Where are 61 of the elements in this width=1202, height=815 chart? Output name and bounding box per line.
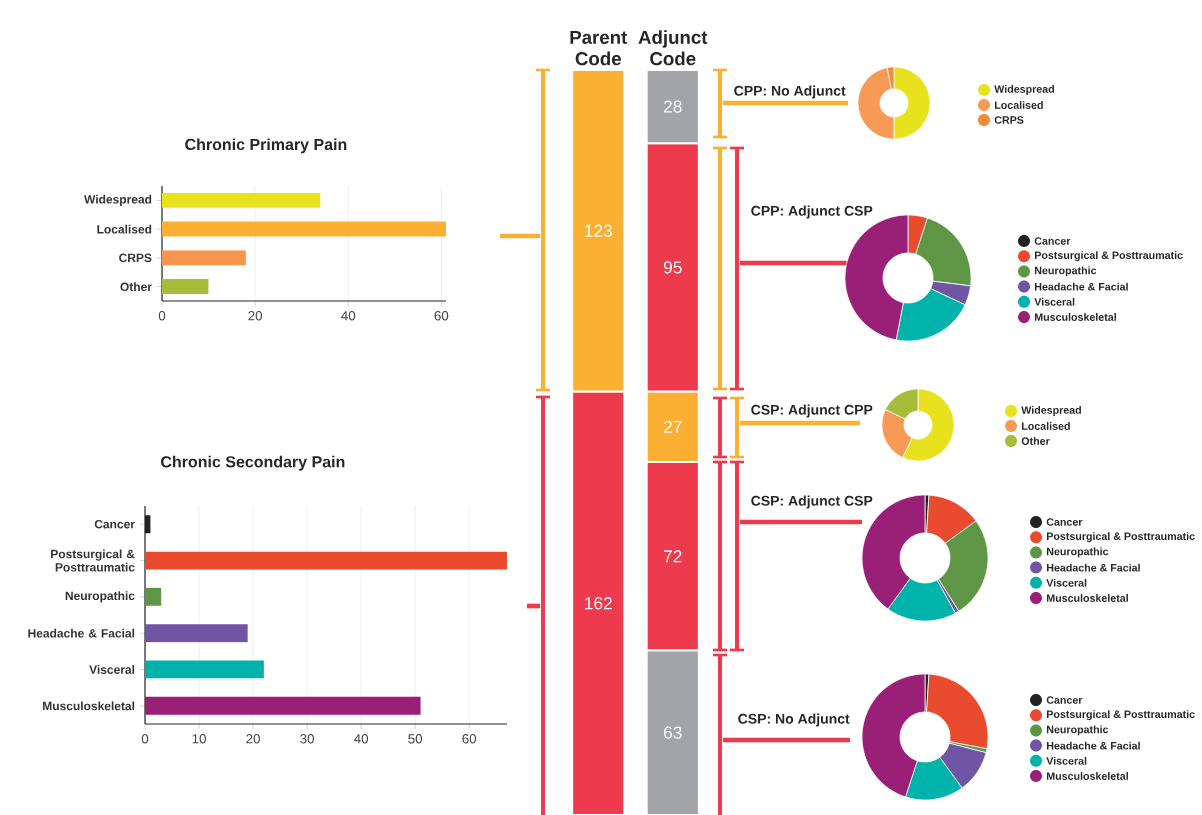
legend-label: Localised [1021, 422, 1070, 430]
legend-label: Visceral [1046, 756, 1087, 765]
data-label: 27 [664, 420, 682, 433]
legend-label: Neuropathic [1046, 725, 1109, 736]
text: CSP: No Adjunct [738, 713, 850, 727]
chart-title: Chronic Primary Pain [185, 138, 347, 154]
legend-label: Other [1021, 437, 1050, 445]
data-label: 162 [585, 597, 612, 610]
x-tick-label: 40 [354, 734, 369, 744]
x-tick-label: 30 [300, 734, 314, 744]
legend-label: Musculoskeletal [1034, 313, 1116, 321]
legend-label: Postsurgical & Posttraumatic [1034, 251, 1183, 262]
x-tick-label: 0 [158, 311, 166, 321]
data-label: 63 [664, 726, 682, 739]
legend-label: Neuropathic [1046, 547, 1109, 558]
legend-label: Musculoskeletal [1046, 594, 1128, 602]
x-tick-label: 20 [246, 734, 260, 744]
y-tick-label: Widespread [84, 194, 152, 206]
x-tick-label: 60 [462, 734, 477, 744]
legend-label: Visceral [1046, 578, 1087, 587]
chart-title: CPP: Adjunct CSP [751, 205, 873, 219]
y-tick-label: Musculoskeletal [43, 701, 135, 711]
y-tick-label: Neuropathic [65, 591, 135, 603]
y-tick-label: Other [120, 282, 152, 292]
legend-label: Headache & Facial [1046, 563, 1140, 572]
y-tick-label: Postsurgical & Posttraumatic [51, 549, 135, 572]
legend-label: Headache & Facial [1034, 282, 1128, 291]
data-label: 72 [664, 550, 682, 563]
y-tick-label: CRPS [119, 253, 152, 263]
legend-label: Musculoskeletal [1046, 772, 1128, 780]
data-label: 123 [585, 224, 612, 237]
legend-label: CRPS [994, 116, 1024, 124]
legend-label: Headache & Facial [1046, 741, 1140, 750]
legend-label: Postsurgical & Posttraumatic [1046, 532, 1195, 543]
data-label: 28 [664, 100, 682, 113]
x-tick-label: 0 [141, 734, 149, 744]
legend-label: Visceral [1034, 297, 1075, 306]
text: CPP: No Adjunct [734, 85, 846, 99]
x-tick-label: 40 [341, 311, 356, 321]
x-tick-label: Adjunct Code [638, 30, 708, 66]
y-tick-label: Cancer [94, 519, 135, 529]
legend-label: Cancer [1034, 237, 1071, 245]
x-tick-label: 60 [434, 311, 449, 321]
x-tick-label: Parent Code [570, 30, 628, 66]
y-tick-label: Headache & Facial [28, 628, 135, 638]
legend-label: Widespread [994, 85, 1054, 95]
x-tick-label: 10 [192, 734, 206, 744]
data-label: 95 [663, 261, 682, 274]
legend-label: Localised [994, 101, 1043, 109]
y-tick-label: Localised [97, 224, 152, 234]
chart-title: CSP: Adjunct CSP [751, 495, 873, 509]
legend-label: Postsurgical & Posttraumatic [1046, 710, 1195, 721]
legend-label: Cancer [1046, 518, 1083, 526]
x-tick-label: 20 [248, 311, 263, 321]
legend-label: Widespread [1021, 406, 1081, 416]
x-tick-label: 50 [408, 734, 423, 744]
text: CSP: Adjunct CPP [751, 404, 873, 418]
y-tick-label: Visceral [89, 665, 135, 674]
legend-label: Neuropathic [1034, 266, 1097, 277]
chart-title: Chronic Secondary Pain [161, 455, 345, 471]
legend-label: Cancer [1046, 696, 1083, 704]
